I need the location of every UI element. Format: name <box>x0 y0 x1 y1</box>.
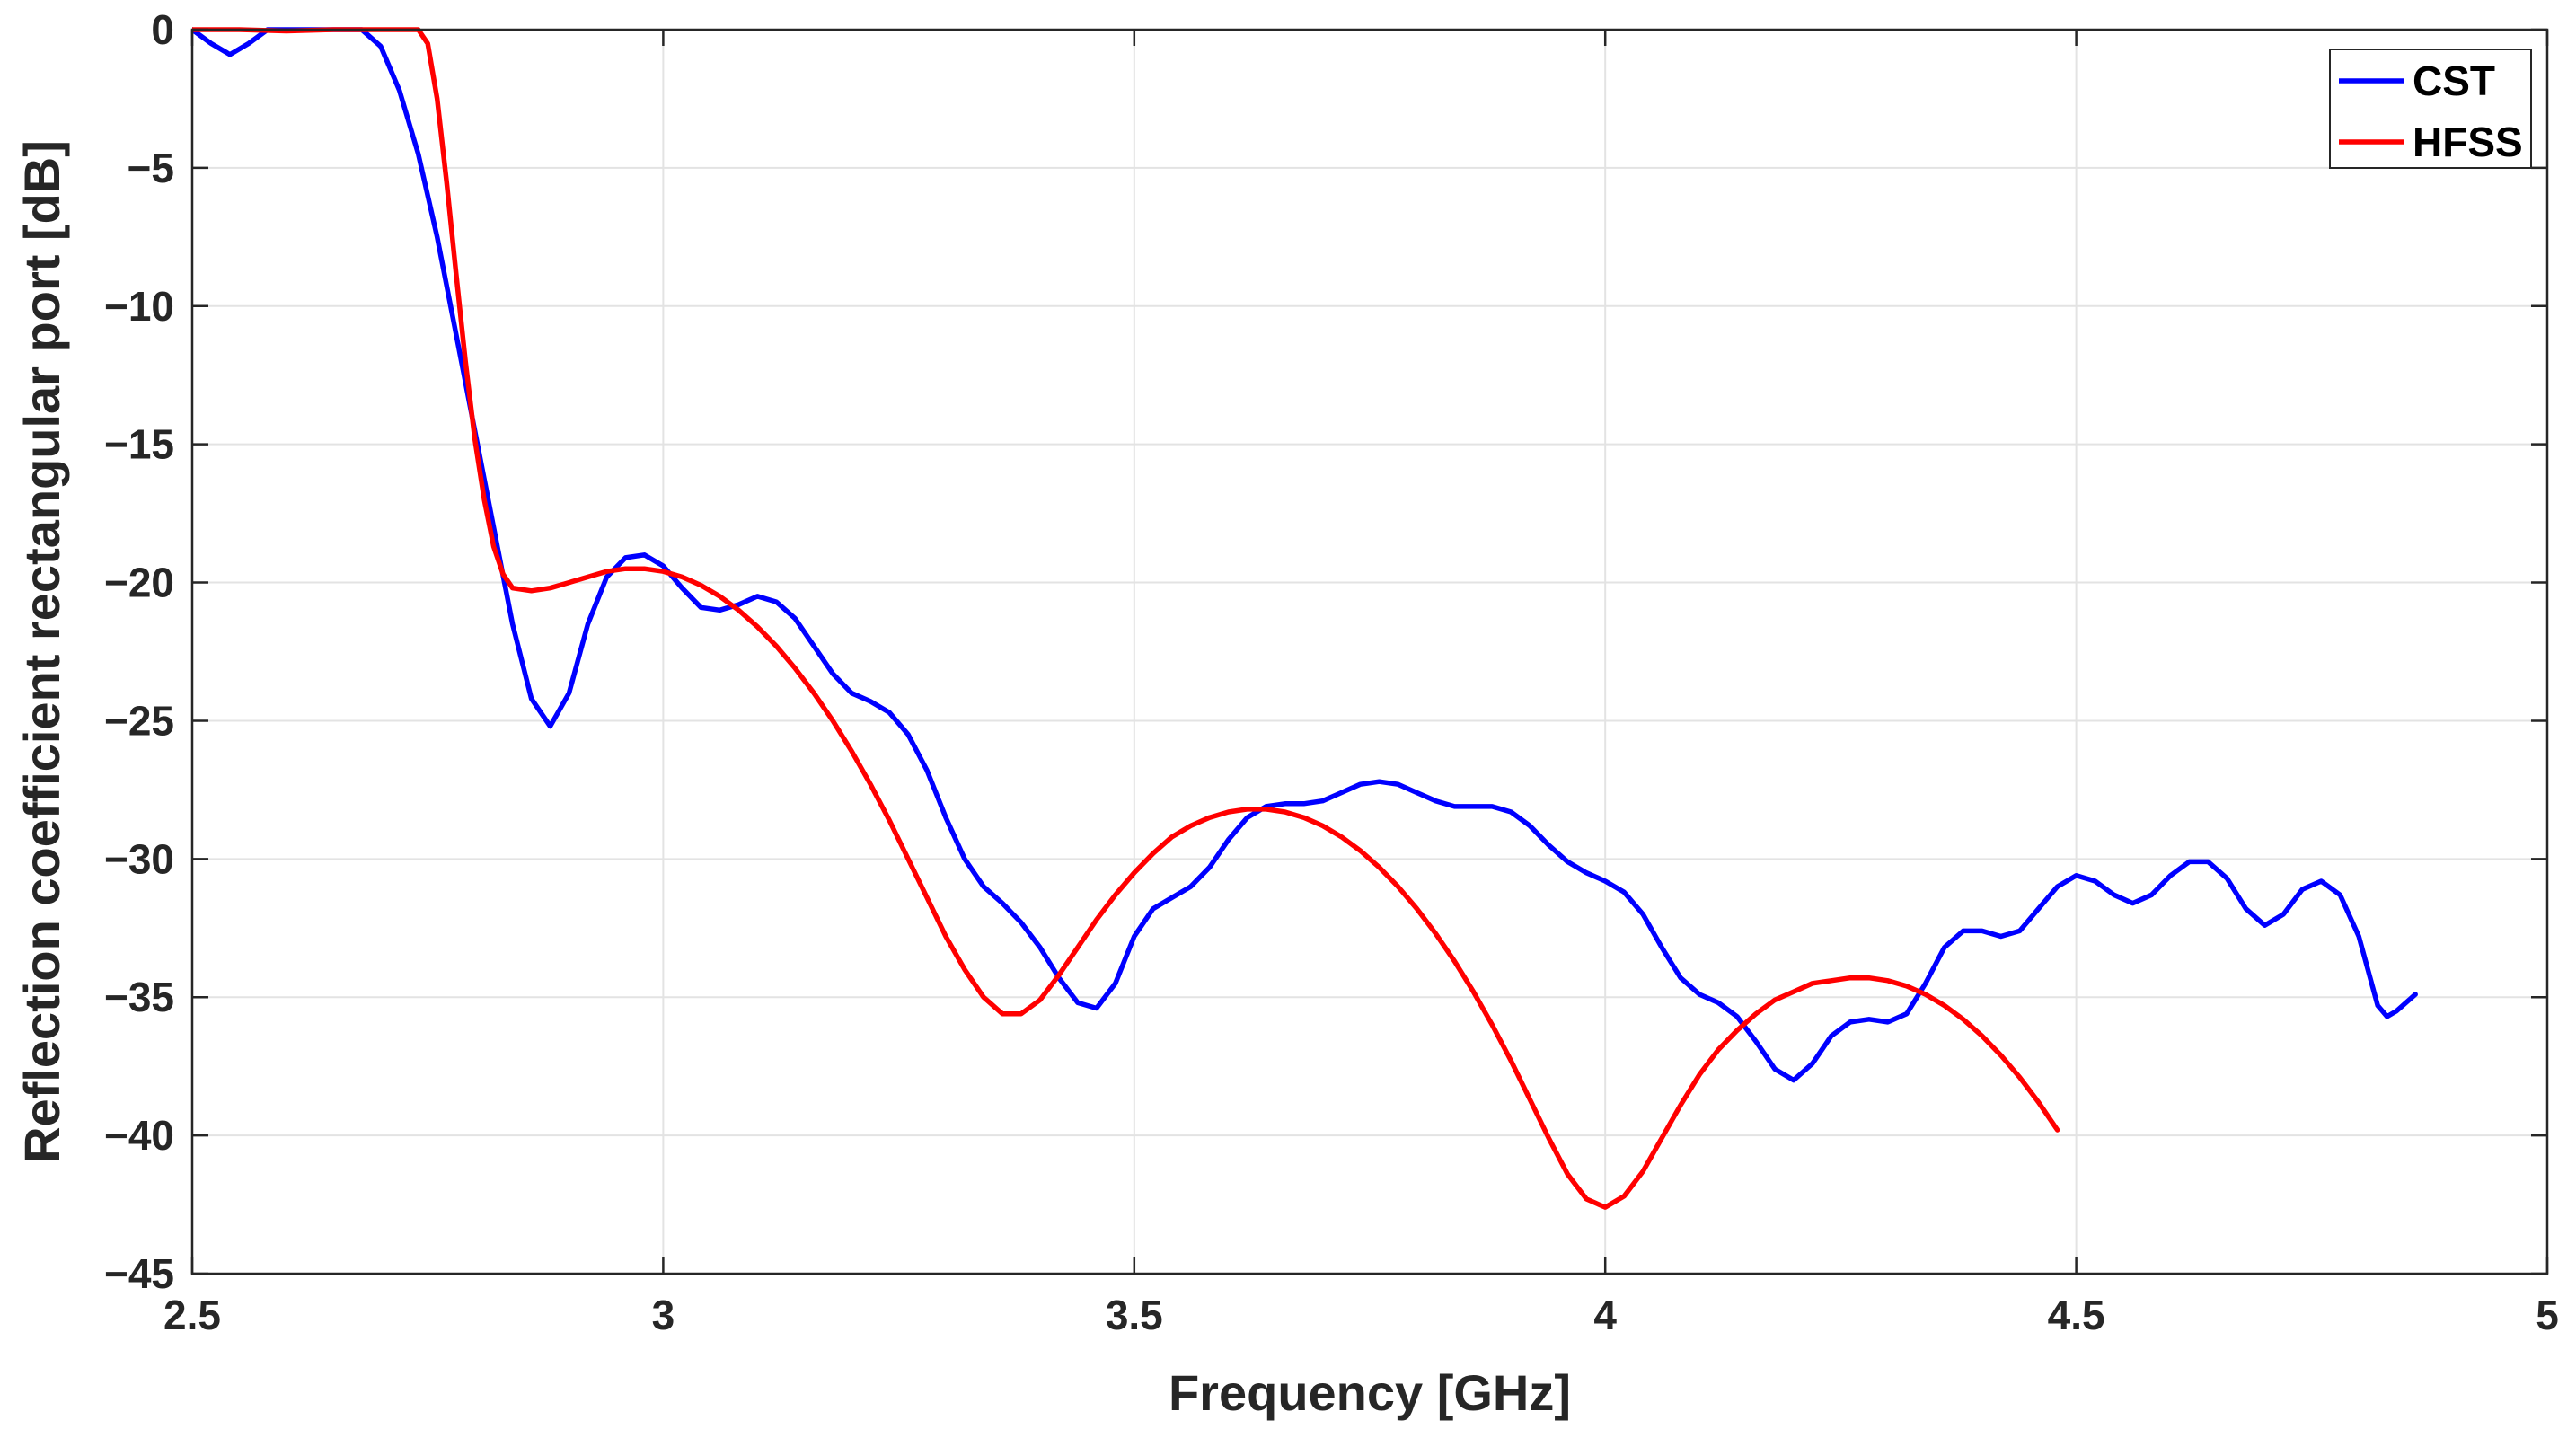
legend-label-hfss: HFSS <box>2413 119 2523 165</box>
y-axis-tick-labels: 0 −5 −10 −15 −20 −25 −30 −35 −40 −45 <box>104 6 174 1297</box>
x-tick-label: 3 <box>652 1292 675 1338</box>
x-tick-label: 2.5 <box>163 1292 221 1338</box>
series-line-hfss <box>192 27 2060 1210</box>
axis-ticks <box>190 28 2549 1275</box>
legend-label-cst: CST <box>2413 57 2495 104</box>
y-tick-label: −5 <box>128 145 174 191</box>
y-tick-label: −10 <box>104 283 174 330</box>
y-tick-label: −35 <box>104 974 174 1020</box>
x-tick-label: 3.5 <box>1106 1292 1163 1338</box>
legend-box <box>2329 49 2532 169</box>
y-tick-label: −20 <box>104 560 174 606</box>
series-line-cst <box>192 27 2418 1083</box>
y-tick-label: −30 <box>104 835 174 882</box>
y-axis-title: Reflection coefficient rectangular port … <box>13 140 70 1163</box>
legend: CST HFSS <box>2329 49 2532 169</box>
y-tick-label: −15 <box>104 421 174 468</box>
y-tick-label: 0 <box>151 6 174 53</box>
grid-lines <box>191 29 2548 1275</box>
x-tick-label: 5 <box>2536 1292 2559 1338</box>
x-tick-label: 4.5 <box>2048 1292 2105 1338</box>
y-tick-label: −45 <box>104 1250 174 1297</box>
series-layer <box>192 27 2418 1210</box>
x-axis-title: Frequency [GHz] <box>1169 1364 1571 1421</box>
x-tick-label: 4 <box>1593 1292 1617 1338</box>
y-tick-label: −25 <box>104 697 174 744</box>
x-axis-tick-labels: 2.5 3 3.5 4 4.5 5 <box>163 1292 2559 1338</box>
y-tick-label: −40 <box>104 1112 174 1159</box>
plot-area-frame <box>190 28 2549 1275</box>
